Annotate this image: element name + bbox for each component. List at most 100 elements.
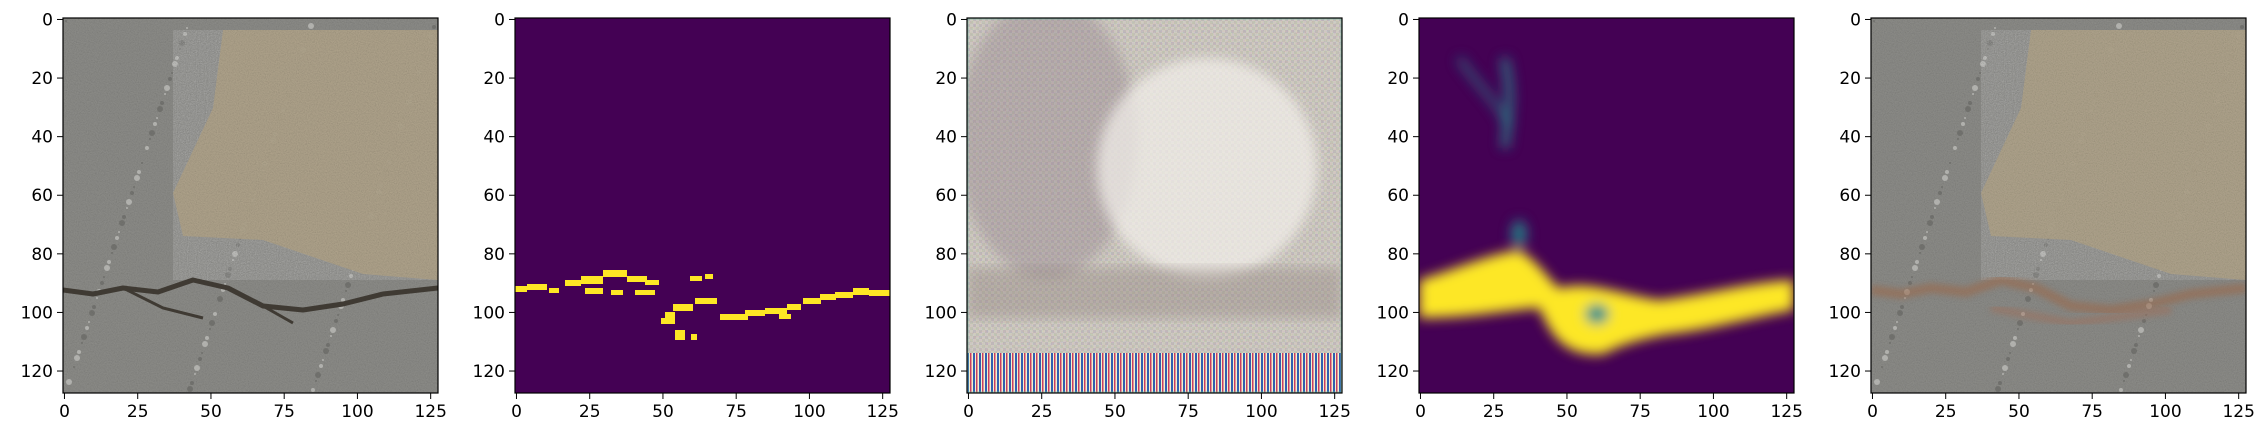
asphalt-speckle xyxy=(349,274,353,278)
asphalt-speckle xyxy=(141,162,143,164)
asphalt-speckle xyxy=(186,27,188,29)
asphalt-speckle xyxy=(2119,388,2123,392)
asphalt-speckle xyxy=(164,85,170,91)
asphalt-speckle xyxy=(1961,122,1965,126)
heatmap-blobs xyxy=(1419,55,1794,355)
asphalt-speckle xyxy=(2044,243,2048,247)
asphalt-speckle xyxy=(1927,220,1933,226)
crack-mask-pixel xyxy=(745,310,765,316)
asphalt-speckle xyxy=(345,290,347,292)
asphalt-speckle xyxy=(337,314,339,316)
crack-mask-pixel xyxy=(603,270,627,277)
x-tick-label: 100 xyxy=(1697,402,1729,422)
asphalt-speckle xyxy=(1919,252,1921,254)
crack-mask-pixel xyxy=(691,334,697,340)
asphalt-speckle xyxy=(81,342,83,344)
asphalt-speckle xyxy=(236,243,240,247)
x-tick-label: 75 xyxy=(1177,402,1199,422)
asphalt-speckle xyxy=(334,319,338,323)
x-tick-label: 125 xyxy=(1770,402,1802,422)
y-tick-label: 60 xyxy=(1839,186,1861,206)
axes-frame xyxy=(1418,17,1795,394)
asphalt-speckle xyxy=(66,379,72,385)
crack-mask-pixel xyxy=(565,280,581,286)
asphalt-speckle xyxy=(315,372,321,378)
x-tick-label: 50 xyxy=(2008,402,2030,422)
asphalt-speckle xyxy=(2025,296,2031,302)
y-tick-label: 100 xyxy=(1377,303,1409,323)
asphalt-speckle xyxy=(1942,175,1948,181)
crack-mask-pixel xyxy=(695,298,717,304)
crack-mask-pixel xyxy=(705,274,713,279)
asphalt-speckle xyxy=(85,326,89,330)
asphalt-speckle xyxy=(205,336,209,340)
crack-mask-pixel xyxy=(765,308,787,314)
crack-mask-pixel xyxy=(673,304,693,311)
y-tick-label: 20 xyxy=(1387,69,1409,89)
mask-background xyxy=(515,18,890,393)
x-tick-label: 50 xyxy=(1556,402,1578,422)
crack-mask-pixel xyxy=(635,290,655,295)
asphalt-speckle xyxy=(2157,274,2161,278)
asphalt-speckle xyxy=(2138,327,2144,333)
x-tick-label: 0 xyxy=(1867,402,1878,422)
asphalt-speckle xyxy=(160,101,164,105)
heatmap-hole xyxy=(1585,304,1609,324)
asphalt-speckle xyxy=(1889,334,1895,340)
asphalt-speckle xyxy=(1983,56,1987,60)
crack-mask-pixel xyxy=(835,292,853,298)
asphalt-speckle xyxy=(2138,335,2140,337)
asphalt-speckle xyxy=(126,207,128,209)
y-tick-label: 20 xyxy=(483,69,505,89)
crack-mask-pixel xyxy=(869,290,890,296)
asphalt-speckle xyxy=(1998,381,2002,385)
x-tick-label: 100 xyxy=(341,402,373,422)
y-tick-label: 40 xyxy=(935,128,957,148)
y-tick-label: 80 xyxy=(1387,245,1409,265)
y-tick-label: 0 xyxy=(494,10,505,30)
y-tick-label: 40 xyxy=(1387,128,1409,148)
asphalt-speckle xyxy=(1896,321,1898,323)
noisy-reconstruction-image xyxy=(967,18,1342,393)
x-tick-label: 75 xyxy=(273,402,295,422)
crack-mask-pixel xyxy=(645,280,659,285)
y-tick-label: 20 xyxy=(935,69,957,89)
crack-mask-pixel xyxy=(665,312,675,324)
asphalt-speckle xyxy=(88,321,90,323)
y-tick-label: 120 xyxy=(473,362,505,382)
x-tick-label: 25 xyxy=(1935,402,1957,422)
y-tick-label: 0 xyxy=(946,10,957,30)
asphalt-speckle xyxy=(175,56,179,60)
asphalt-speckle xyxy=(1911,276,1913,278)
asphalt-speckle xyxy=(1968,101,1972,105)
asphalt-speckle xyxy=(2040,251,2046,257)
y-tick-label: 40 xyxy=(1839,128,1861,148)
panel-predicted-mask: 0 25 50 75 100 125 0 20 40 60 80 100 120 xyxy=(1377,10,1803,422)
y-tick-label: 100 xyxy=(473,303,505,323)
asphalt-speckle xyxy=(1923,236,1927,240)
axes-frame xyxy=(514,17,891,394)
asphalt-speckle xyxy=(224,283,226,285)
x-tick-label: 75 xyxy=(2081,402,2103,422)
asphalt-speckle xyxy=(111,252,113,254)
x-tick-label: 0 xyxy=(59,402,70,422)
asphalt-speckle xyxy=(103,276,105,278)
panel-input-image: 0 25 50 75 100 125 0 20 40 60 80 100 120 xyxy=(21,10,447,422)
asphalt-speckle xyxy=(2040,259,2042,261)
panel-ground-truth-mask: 0 25 50 75 100 125 0 20 40 60 80 100 120 xyxy=(473,10,899,422)
asphalt-speckle xyxy=(164,93,166,95)
axes-frame xyxy=(62,17,439,394)
asphalt-speckle xyxy=(326,343,330,347)
asphalt-speckle xyxy=(1957,138,1959,140)
crack-branch xyxy=(122,286,294,325)
asphalt-speckle xyxy=(1957,130,1963,136)
y-tick-label: 20 xyxy=(31,69,53,89)
x-tick-label: 25 xyxy=(579,402,601,422)
asphalt-speckle xyxy=(1919,244,1925,250)
asphalt-speckle xyxy=(1953,146,1957,150)
y-tick-label: 20 xyxy=(1839,69,1861,89)
x-tick-label: 0 xyxy=(1415,402,1426,422)
panel-reconstructed-image: 0 25 50 75 100 125 0 20 40 60 80 100 120 xyxy=(1829,10,2255,422)
asphalt-speckle xyxy=(126,199,132,205)
